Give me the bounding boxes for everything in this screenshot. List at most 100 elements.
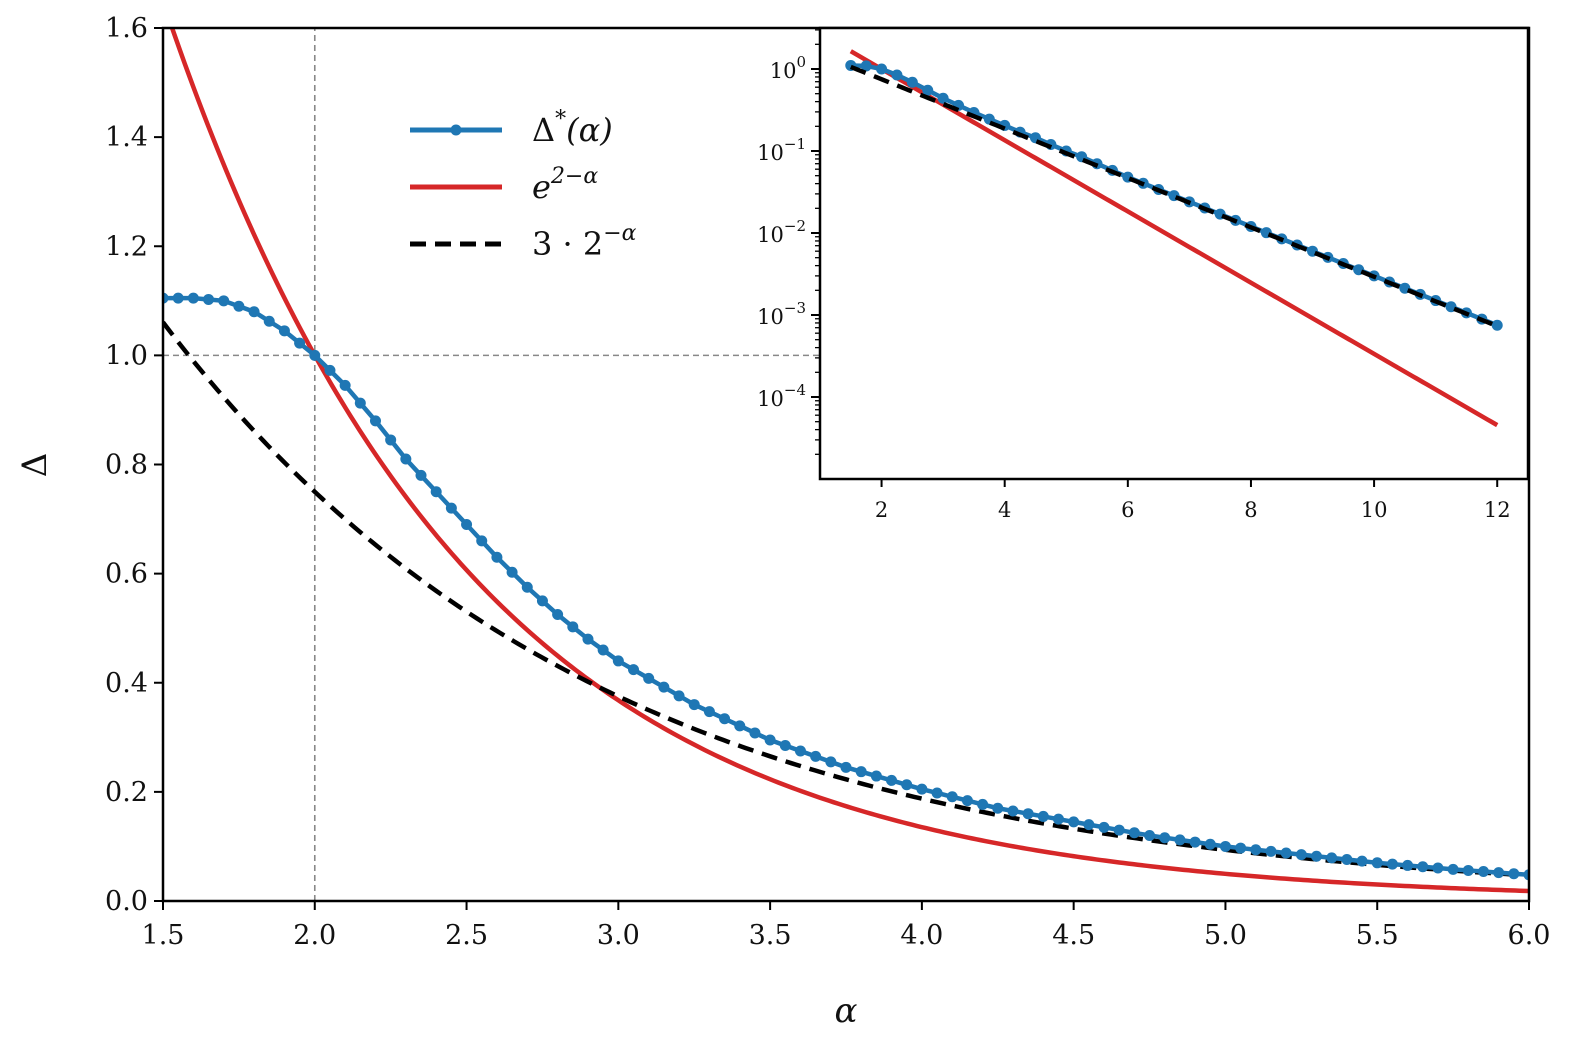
data-point xyxy=(810,750,822,762)
data-point xyxy=(309,349,321,361)
data-point xyxy=(1174,834,1186,846)
y-tick-label: 1.2 xyxy=(105,231,148,262)
data-point xyxy=(324,364,336,376)
inset-y-tick-label: 10−1 xyxy=(757,135,806,165)
data-point xyxy=(552,609,564,621)
data-point xyxy=(1098,821,1110,833)
x-tick-label: 1.5 xyxy=(142,920,185,951)
inset-x-tick-label: 8 xyxy=(1244,498,1257,522)
legend-entry: 3 · 2−α xyxy=(410,221,637,263)
data-point xyxy=(354,397,366,409)
inset-x-tick-label: 2 xyxy=(875,498,888,522)
data-point xyxy=(263,315,275,327)
data-point xyxy=(1128,827,1140,839)
data-point xyxy=(1523,869,1529,881)
inset-data-point xyxy=(1491,319,1503,331)
y-tick-label: 1.4 xyxy=(105,122,148,153)
data-point xyxy=(445,502,457,514)
data-point xyxy=(1417,861,1429,873)
y-tick-label: 0.2 xyxy=(105,777,148,808)
inset-x-tick-label: 6 xyxy=(1121,498,1134,522)
inset-x-ticks: 2 4 6 8 10 12 xyxy=(875,479,1511,522)
data-point xyxy=(1508,868,1520,880)
data-point xyxy=(294,337,306,349)
inset-y-tick-label: 10−4 xyxy=(757,381,806,411)
data-point xyxy=(779,739,791,751)
data-point xyxy=(163,292,169,304)
data-point xyxy=(658,681,670,693)
data-point xyxy=(1356,855,1368,867)
data-point xyxy=(536,595,548,607)
y-axis-label: Δ xyxy=(15,453,55,478)
data-point xyxy=(1341,854,1353,866)
inset-x-tick-label: 10 xyxy=(1361,498,1388,522)
inset-plot: 2 4 6 8 10 12 100 10−1 10−2 10−3 10−4 xyxy=(757,26,1530,522)
data-point xyxy=(855,766,867,778)
data-point xyxy=(1037,810,1049,822)
x-tick-label: 3.5 xyxy=(749,920,792,951)
data-point xyxy=(840,761,852,773)
data-point xyxy=(643,672,655,684)
data-point xyxy=(1280,847,1292,859)
data-point xyxy=(339,379,351,391)
legend-marker xyxy=(450,124,462,136)
data-point xyxy=(946,791,958,803)
data-point xyxy=(749,727,761,739)
data-point xyxy=(931,787,943,799)
data-point xyxy=(218,295,230,307)
inset-axes-frame xyxy=(818,26,1530,481)
data-point xyxy=(203,293,215,305)
data-point xyxy=(567,621,579,633)
data-point xyxy=(415,469,427,481)
x-tick-label: 4.5 xyxy=(1052,920,1095,951)
data-point xyxy=(1371,857,1383,869)
main-y-ticks: 0.0 0.2 0.4 0.6 0.8 1.0 1.2 1.4 1.6 xyxy=(105,13,163,917)
x-tick-label: 4.0 xyxy=(900,920,943,951)
inset-data-point xyxy=(860,60,872,72)
data-point xyxy=(1447,863,1459,875)
inset-data-point xyxy=(876,63,888,75)
data-point xyxy=(233,300,245,312)
inset-y-tick-label: 10−2 xyxy=(757,217,806,247)
data-point xyxy=(430,486,442,498)
inset-data-point xyxy=(1445,301,1457,313)
inset-y-ticks: 100 10−1 10−2 10−3 10−4 xyxy=(757,29,820,455)
main-x-ticks: 1.5 2.0 2.5 3.0 3.5 4.0 4.5 5.0 5.5 6.0 xyxy=(142,901,1550,951)
inset-line-power xyxy=(849,64,1499,329)
data-point xyxy=(794,745,806,757)
data-point xyxy=(1113,824,1125,836)
data-point xyxy=(1159,832,1171,844)
x-tick-label: 2.5 xyxy=(445,920,488,951)
data-point xyxy=(764,734,776,746)
inset-data-point xyxy=(922,84,934,96)
inset-y-tick-label: 10−3 xyxy=(757,299,806,329)
data-point xyxy=(1068,816,1080,828)
main-series xyxy=(163,28,1529,894)
inset-y-tick-label: 100 xyxy=(770,53,806,83)
data-point xyxy=(476,535,488,547)
data-point xyxy=(719,713,731,725)
data-point xyxy=(582,633,594,645)
data-point xyxy=(1204,838,1216,850)
data-point xyxy=(825,756,837,768)
x-tick-label: 5.0 xyxy=(1204,920,1247,951)
data-point xyxy=(369,415,381,427)
y-tick-label: 1.0 xyxy=(105,340,148,371)
data-point xyxy=(870,770,882,782)
main-plot: 1.5 2.0 2.5 3.0 3.5 4.0 4.5 5.0 5.5 6.0 0.0 0.2 0.4… xyxy=(15,13,1550,1031)
data-point xyxy=(278,325,290,337)
data-point xyxy=(491,551,503,563)
data-point xyxy=(1144,830,1156,842)
inset-data-point xyxy=(906,76,918,88)
inset-x-tick-label: 4 xyxy=(998,498,1011,522)
inset-series xyxy=(845,49,1503,428)
data-point xyxy=(612,655,624,667)
data-point xyxy=(521,581,533,593)
data-point xyxy=(1022,808,1034,820)
data-point xyxy=(961,795,973,807)
data-point xyxy=(172,292,184,304)
x-axis-label: α xyxy=(835,991,858,1031)
data-point xyxy=(1493,867,1505,879)
legend-entry: Δ*(α) xyxy=(410,107,613,149)
legend-label: 3 · 2−α xyxy=(532,221,637,263)
